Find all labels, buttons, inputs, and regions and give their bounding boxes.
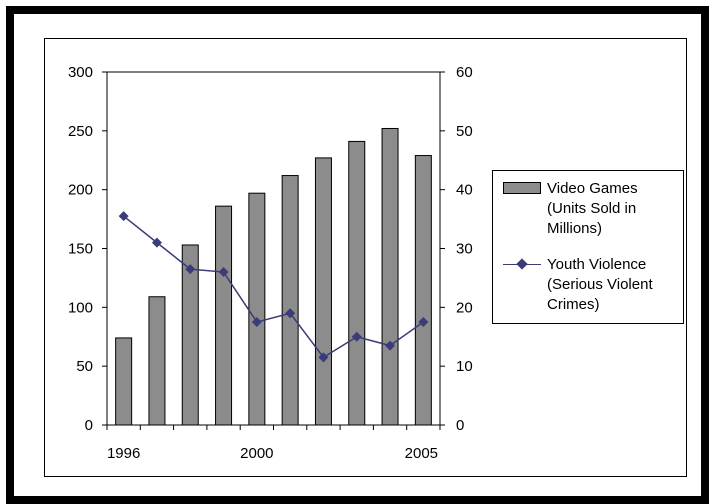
legend: Video Games (Units Sold in Millions) You… (492, 170, 684, 324)
legend-label-youth-violence: Youth Violence (Serious Violent Crimes) (547, 256, 653, 313)
point-1996 (118, 211, 129, 222)
bar-2003 (348, 140, 366, 426)
x-tick-label-1996: 1996 (107, 445, 140, 462)
left-tick-label-50: 50 (76, 358, 93, 375)
youth-violence-line (123, 215, 424, 359)
point-1998 (185, 264, 196, 275)
left-tick-label-100: 100 (68, 299, 93, 316)
left-tick-label-200: 200 (68, 182, 93, 199)
left-tick-label-0: 0 (85, 417, 93, 434)
bar-2004 (381, 127, 399, 426)
point-2002 (318, 352, 329, 363)
left-tick-label-150: 150 (68, 241, 93, 258)
bar-1999 (215, 205, 233, 426)
point-1999 (218, 267, 229, 278)
right-tick-label-20: 20 (456, 299, 473, 316)
point-1997 (151, 237, 162, 248)
right-tick-label-10: 10 (456, 358, 473, 375)
bar-2002 (314, 157, 332, 426)
bar-1997 (148, 296, 166, 426)
right-tick-label-40: 40 (456, 182, 473, 199)
right-tick-label-60: 60 (456, 64, 473, 81)
legend-diamond-marker (516, 258, 528, 270)
point-2005 (418, 317, 429, 328)
bar-2001 (281, 175, 299, 426)
point-2000 (251, 317, 262, 328)
legend-bar-swatch (503, 182, 541, 194)
right-tick-label-0: 0 (456, 417, 464, 434)
left-tick-label-250: 250 (68, 123, 93, 140)
x-tick-label-2005: 2005 (405, 445, 438, 462)
left-tick-label-300: 300 (68, 64, 93, 81)
right-tick-label-50: 50 (456, 123, 473, 140)
x-tick-label-2000: 2000 (240, 445, 273, 462)
point-2004 (385, 340, 396, 351)
point-2003 (351, 331, 362, 342)
bar-1996 (115, 337, 133, 426)
point-2001 (285, 308, 296, 319)
bar-2005 (414, 155, 432, 426)
right-tick-label-30: 30 (456, 241, 473, 258)
legend-label-video-games: Video Games (Units Sold in Millions) (547, 180, 638, 237)
bar-2000 (248, 192, 266, 426)
